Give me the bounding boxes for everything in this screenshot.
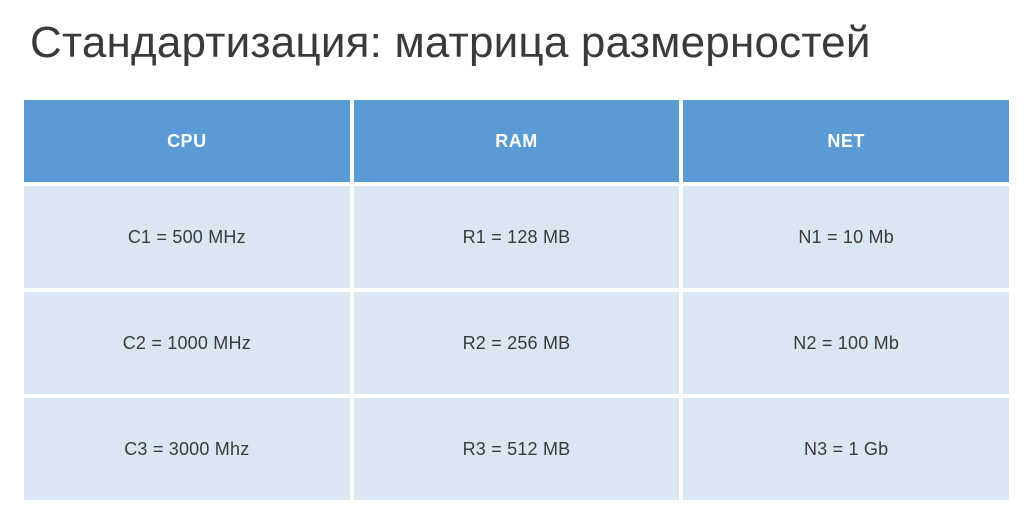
cell-ram: R1 = 128 MB bbox=[354, 186, 680, 288]
table-row: C1 = 500 MHz R1 = 128 MB N1 = 10 Mb bbox=[24, 186, 1009, 288]
table-row: C3 = 3000 Mhz R3 = 512 MB N3 = 1 Gb bbox=[24, 398, 1009, 500]
column-header-ram: RAM bbox=[354, 100, 680, 182]
cell-cpu: C2 = 1000 MHz bbox=[24, 292, 350, 394]
table-header-row: CPU RAM NET bbox=[24, 100, 1009, 182]
cell-cpu: C3 = 3000 Mhz bbox=[24, 398, 350, 500]
dimension-matrix-table: CPU RAM NET C1 = 500 MHz R1 = 128 MB N1 … bbox=[20, 96, 1013, 504]
cell-cpu: C1 = 500 MHz bbox=[24, 186, 350, 288]
page-title: Стандартизация: матрица размерностей bbox=[0, 0, 1033, 68]
cell-net: N1 = 10 Mb bbox=[683, 186, 1009, 288]
column-header-cpu: CPU bbox=[24, 100, 350, 182]
table-row: C2 = 1000 MHz R2 = 256 MB N2 = 100 Mb bbox=[24, 292, 1009, 394]
cell-net: N2 = 100 Mb bbox=[683, 292, 1009, 394]
dimension-matrix-table-container: CPU RAM NET C1 = 500 MHz R1 = 128 MB N1 … bbox=[0, 68, 1033, 504]
cell-ram: R2 = 256 MB bbox=[354, 292, 680, 394]
cell-net: N3 = 1 Gb bbox=[683, 398, 1009, 500]
cell-ram: R3 = 512 MB bbox=[354, 398, 680, 500]
column-header-net: NET bbox=[683, 100, 1009, 182]
